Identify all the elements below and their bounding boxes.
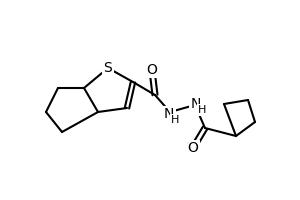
Text: N: N	[164, 107, 174, 121]
Text: O: O	[188, 141, 198, 155]
Text: O: O	[147, 63, 158, 77]
Text: H: H	[198, 105, 206, 115]
Text: H: H	[171, 115, 179, 125]
Text: N: N	[191, 97, 201, 111]
Text: S: S	[103, 61, 112, 75]
